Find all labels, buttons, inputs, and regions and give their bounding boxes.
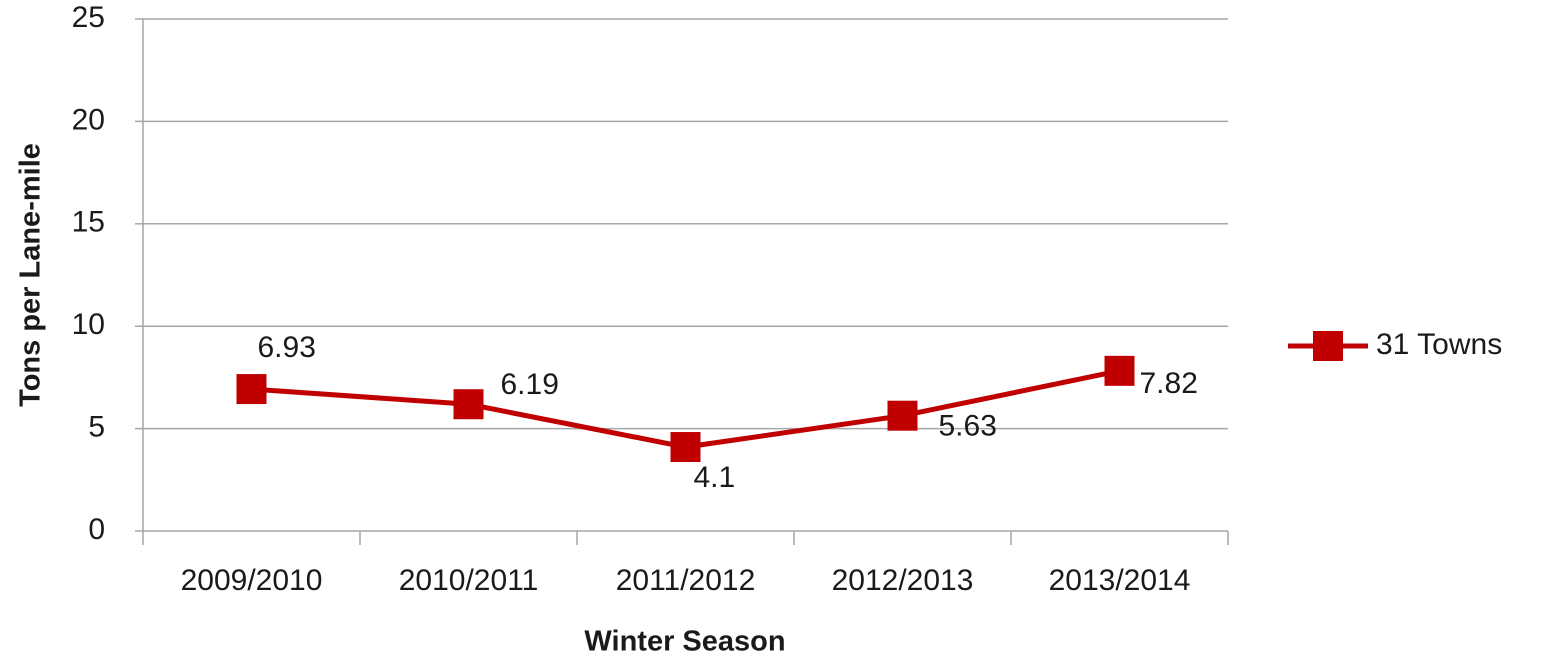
y-tick-label: 15 xyxy=(72,206,105,239)
data-label: 6.19 xyxy=(501,368,559,401)
marker xyxy=(670,432,701,463)
x-axis-title: Winter Season xyxy=(584,626,785,658)
marker xyxy=(453,389,484,420)
data-label: 7.82 xyxy=(1140,367,1198,400)
data-label: 4.1 xyxy=(694,461,736,494)
x-tick-label: 2009/2010 xyxy=(181,564,323,597)
marker xyxy=(236,374,267,405)
y-tick-label: 10 xyxy=(72,308,105,341)
y-tick-label: 0 xyxy=(88,513,105,546)
legend-marker xyxy=(1313,331,1343,361)
x-tick-label: 2010/2011 xyxy=(399,564,539,597)
y-tick-label: 25 xyxy=(72,1,105,34)
data-label: 5.63 xyxy=(939,410,997,443)
marker xyxy=(1104,355,1135,386)
y-tick-label: 5 xyxy=(88,411,105,444)
x-tick-label: 2011/2012 xyxy=(616,564,756,597)
y-tick-label: 20 xyxy=(72,103,105,136)
marker xyxy=(887,400,918,431)
y-axis-title: Tons per Lane-mile xyxy=(15,143,47,407)
x-tick-label: 2012/2013 xyxy=(832,564,974,597)
x-tick-label: 2013/2014 xyxy=(1049,564,1191,597)
data-label: 6.93 xyxy=(258,331,316,364)
legend-label: 31 Towns xyxy=(1376,328,1502,361)
